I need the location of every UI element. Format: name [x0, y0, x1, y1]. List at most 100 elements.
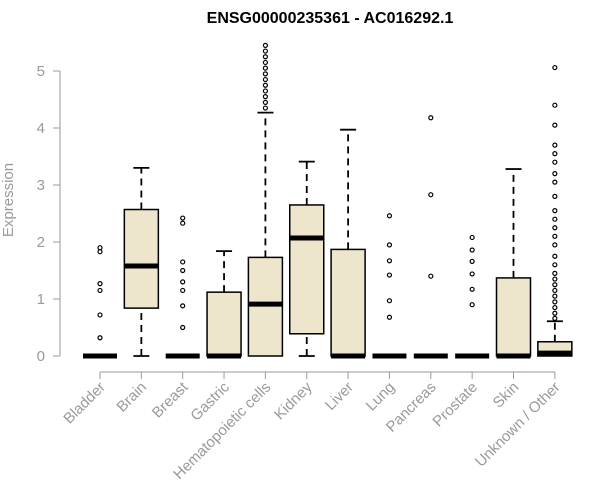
outlier-point — [469, 286, 475, 292]
outlier-point — [262, 88, 268, 94]
y-tick-label: 2 — [37, 234, 45, 251]
outlier-point — [262, 65, 268, 71]
box-unknown-other — [537, 64, 573, 357]
box-body — [123, 208, 160, 309]
outlier-point — [552, 276, 558, 282]
outlier-point — [262, 71, 268, 77]
outlier-point — [552, 299, 558, 305]
outlier-point — [386, 314, 393, 320]
outlier-point — [428, 273, 434, 279]
outlier-point — [428, 115, 434, 121]
y-axis: 0 1 2 3 4 5 — [37, 63, 61, 365]
box-lung — [372, 213, 407, 359]
outlier-point — [428, 192, 434, 198]
chart-title: ENSG00000235361 - AC016292.1 — [207, 10, 454, 27]
y-tick-label: 0 — [37, 348, 45, 365]
outlier-point — [552, 102, 558, 108]
outlier-point — [180, 279, 186, 285]
outlier-point — [262, 54, 268, 60]
outlier-point — [552, 253, 558, 259]
outlier-point — [262, 99, 268, 105]
x-tick-label: Lung — [363, 379, 399, 415]
x-tick-label: Bladder — [60, 379, 109, 428]
outlier-point — [469, 302, 475, 308]
outlier-point — [552, 304, 558, 311]
outlier-point — [469, 234, 475, 241]
y-tick-label: 1 — [37, 291, 45, 308]
box-pancreas — [413, 115, 448, 359]
outlier-point — [552, 142, 558, 148]
box-bladder — [83, 245, 117, 359]
outlier-point — [552, 64, 558, 71]
y-tick-label: 3 — [37, 177, 45, 194]
box-kidney — [289, 160, 325, 357]
outlier-point — [552, 282, 558, 288]
box-breast — [165, 215, 200, 359]
outlier-point — [386, 258, 393, 264]
outlier-point — [180, 215, 186, 221]
outlier-point — [97, 245, 103, 251]
outlier-point — [180, 324, 186, 331]
outlier-point — [552, 151, 558, 157]
outlier-point — [180, 267, 186, 274]
outlier-point — [180, 220, 186, 226]
outlier-point — [552, 216, 558, 222]
x-tick-label: Liver — [322, 379, 357, 414]
box-body — [330, 248, 366, 357]
outlier-point — [469, 247, 475, 253]
outlier-point — [552, 242, 558, 248]
outlier-point — [97, 312, 103, 318]
outlier-point — [552, 315, 558, 321]
outlier-point — [262, 48, 268, 54]
x-tick-label: Skin — [490, 379, 523, 412]
outlier-point — [552, 122, 558, 128]
outlier-point — [552, 193, 558, 199]
outlier-point — [386, 213, 393, 219]
outlier-point — [552, 233, 558, 239]
outlier-point — [262, 105, 268, 111]
box-body — [247, 256, 284, 357]
box-body — [289, 204, 325, 335]
outlier-point — [552, 208, 558, 214]
outlier-point — [469, 258, 475, 264]
outlier-point — [552, 310, 558, 316]
outlier-point — [97, 287, 103, 294]
outlier-point — [262, 76, 268, 83]
y-tick-label: 5 — [37, 63, 45, 80]
y-axis-label: Expression — [0, 163, 17, 237]
outlier-point — [469, 271, 475, 277]
box-gastric — [206, 250, 242, 359]
outlier-point — [552, 262, 558, 268]
outlier-point — [262, 59, 268, 66]
outlier-point — [262, 42, 268, 48]
x-tick-label: Kidney — [271, 378, 316, 423]
outlier-point — [386, 272, 393, 278]
outlier-point — [552, 225, 558, 231]
outlier-point — [552, 287, 558, 294]
outlier-point — [552, 179, 558, 185]
box-brain — [123, 166, 160, 357]
outlier-point — [97, 335, 103, 341]
box-hematopoietic-cells — [247, 42, 284, 357]
outlier-point — [97, 281, 103, 287]
outlier-point — [262, 94, 268, 100]
outlier-point — [552, 293, 558, 299]
x-tick-label: Brain — [113, 379, 150, 416]
x-tick-label: Breast — [149, 378, 192, 421]
outlier-point — [180, 303, 186, 309]
outlier-point — [180, 287, 186, 294]
outlier-point — [386, 298, 393, 304]
outlier-point — [552, 171, 558, 177]
box-skin — [495, 168, 532, 359]
y-tick-label: 4 — [37, 120, 45, 137]
box-body — [206, 291, 242, 357]
outlier-point — [552, 159, 558, 165]
box-liver — [330, 128, 366, 359]
box-prostate — [455, 234, 490, 359]
boxes-layer — [83, 42, 573, 359]
outlier-point — [180, 259, 186, 265]
x-tick-label: Prostate — [429, 379, 481, 431]
box-body — [495, 277, 532, 357]
